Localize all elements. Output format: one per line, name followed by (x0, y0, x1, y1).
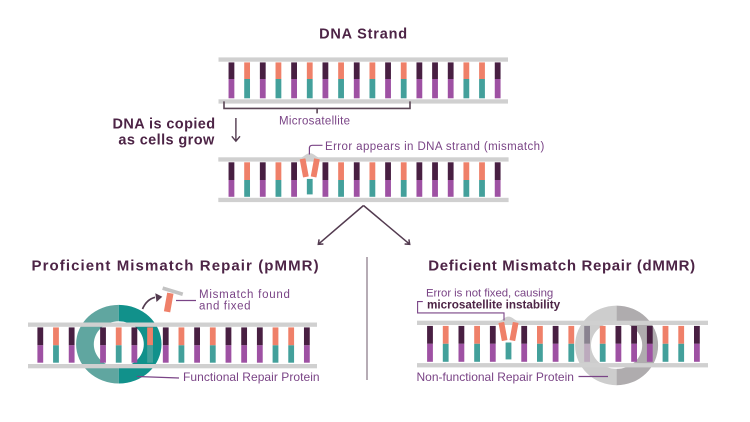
svg-text:microsatellite instability: microsatellite instability (427, 299, 561, 312)
svg-text:Deficient Mismatch Repair (dMM: Deficient Mismatch Repair (dMMR) (428, 257, 696, 274)
svg-text:Proficient Mismatch Repair (pM: Proficient Mismatch Repair (pMMR) (32, 257, 320, 274)
svg-text:Non-functional Repair Protein: Non-functional Repair Protein (417, 370, 574, 384)
svg-text:DNA Strand: DNA Strand (319, 26, 408, 42)
svg-text:Microsatellite: Microsatellite (279, 116, 350, 128)
svg-text:DNA is copied: DNA is copied (113, 117, 216, 133)
svg-text:Mismatch found: Mismatch found (199, 289, 291, 301)
svg-text:as cells grow: as cells grow (118, 133, 215, 149)
svg-text:Error is not fixed, causing: Error is not fixed, causing (426, 288, 553, 300)
svg-text:Functional Repair Protein: Functional Repair Protein (183, 370, 320, 384)
svg-text:Error appears in DNA strand (m: Error appears in DNA strand (mismatch) (325, 141, 545, 153)
svg-text:and fixed: and fixed (199, 301, 251, 313)
